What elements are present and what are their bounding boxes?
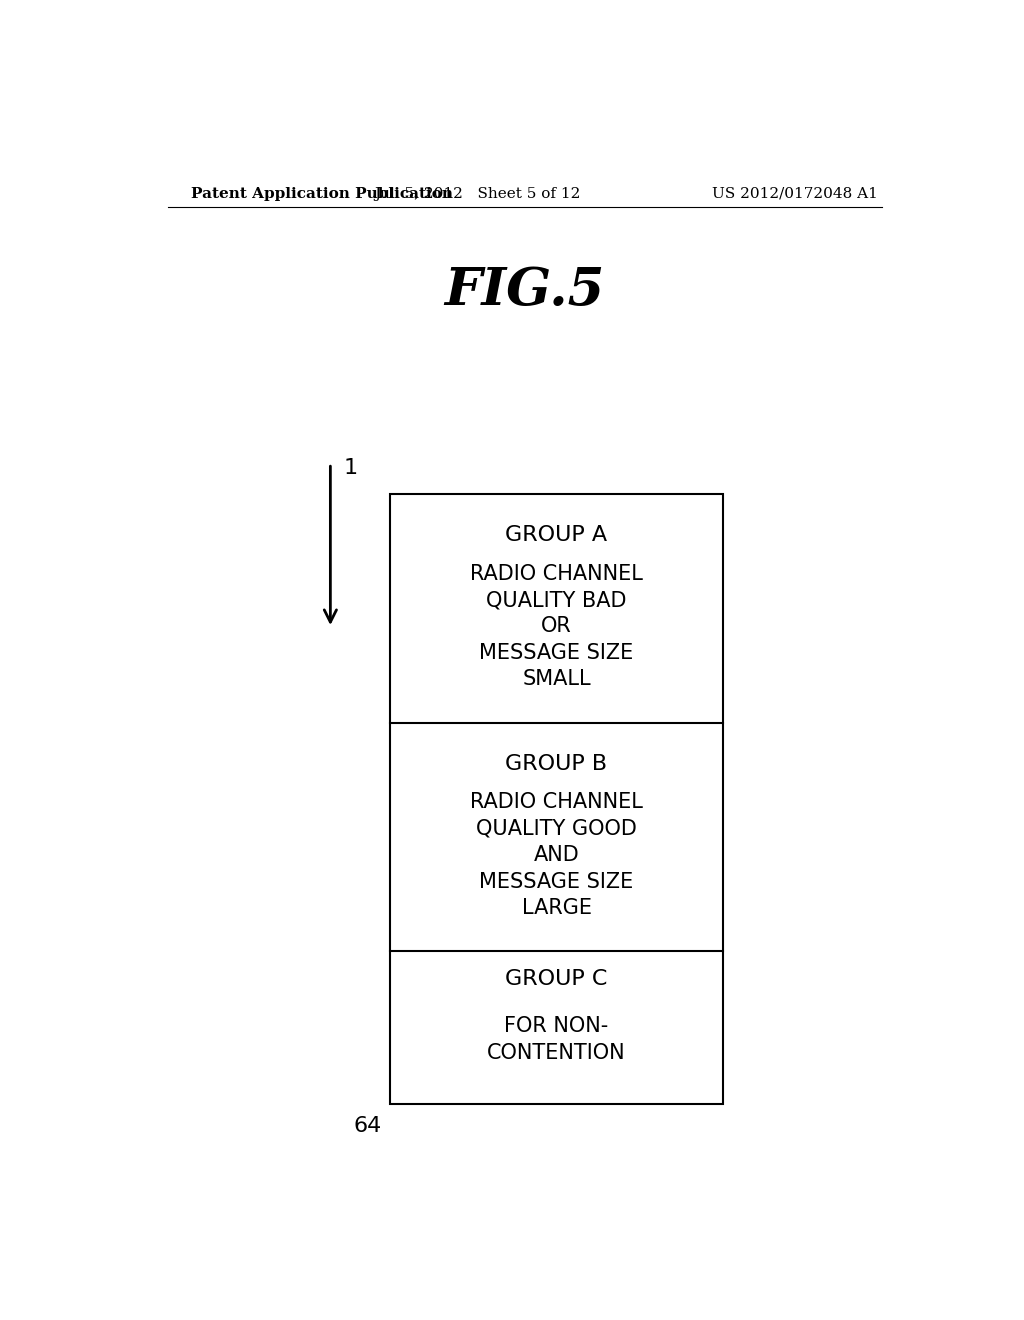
Text: GROUP A: GROUP A — [506, 525, 607, 545]
Text: 1: 1 — [343, 458, 357, 478]
Text: RADIO CHANNEL
QUALITY BAD
OR
MESSAGE SIZE
SMALL: RADIO CHANNEL QUALITY BAD OR MESSAGE SIZ… — [470, 564, 643, 689]
Text: RADIO CHANNEL
QUALITY GOOD
AND
MESSAGE SIZE
LARGE: RADIO CHANNEL QUALITY GOOD AND MESSAGE S… — [470, 792, 643, 917]
Text: US 2012/0172048 A1: US 2012/0172048 A1 — [712, 187, 878, 201]
Text: 64: 64 — [353, 1115, 382, 1135]
Text: GROUP B: GROUP B — [506, 754, 607, 774]
Text: Patent Application Publication: Patent Application Publication — [191, 187, 454, 201]
Bar — [390, 494, 723, 1104]
Text: FOR NON-
CONTENTION: FOR NON- CONTENTION — [487, 1016, 626, 1063]
Text: GROUP C: GROUP C — [506, 969, 607, 989]
Text: FIG.5: FIG.5 — [444, 265, 605, 315]
Text: Jul. 5, 2012   Sheet 5 of 12: Jul. 5, 2012 Sheet 5 of 12 — [374, 187, 581, 201]
